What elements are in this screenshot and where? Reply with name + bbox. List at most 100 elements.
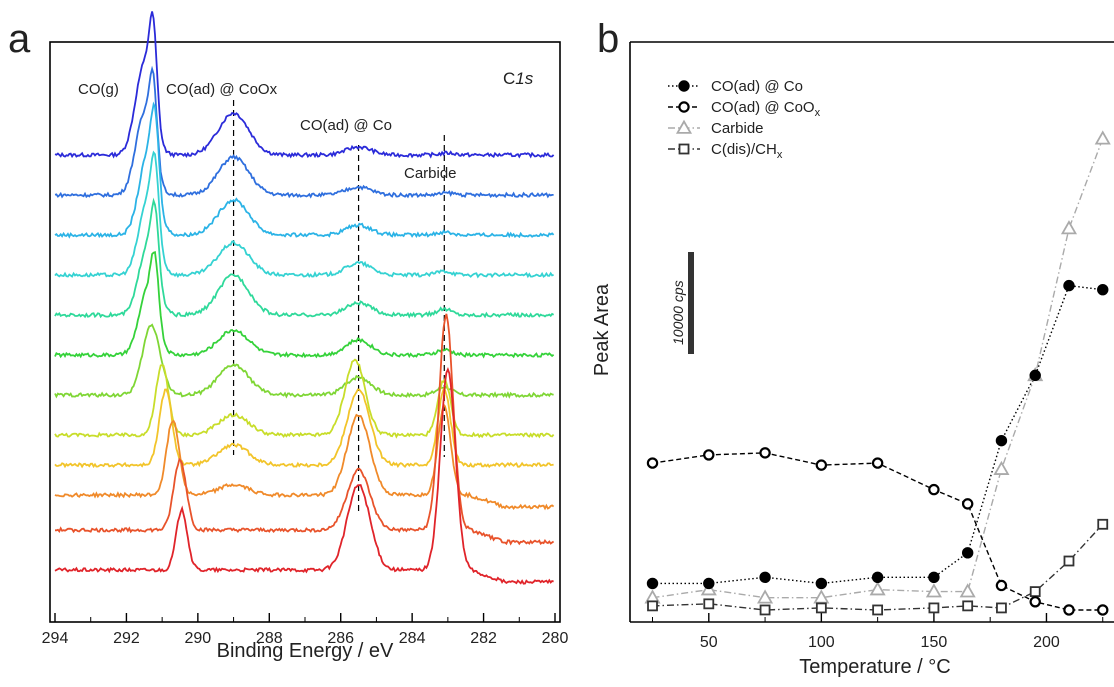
data-point (925, 583, 942, 598)
series-markers (644, 130, 1111, 616)
panel-b-ylabel: Peak Area (591, 283, 613, 376)
tick-label: 294 (42, 630, 69, 647)
reference-lines (232, 100, 445, 512)
data-point (759, 604, 771, 616)
c1s-italic: 1s (515, 69, 533, 88)
series-line (652, 284, 1103, 585)
scale-bar-label: 10000 cps (670, 280, 686, 345)
annotation-co-gas: CO(g) (78, 81, 119, 98)
panel-b-xlabel: Temperature / °C (799, 656, 950, 678)
data-point (928, 571, 940, 584)
legend-label: CO(ad) @ CoOx (711, 99, 821, 119)
panel-a-xlabel: Binding Energy / eV (217, 640, 394, 662)
data-point (646, 577, 659, 590)
tick-label: 290 (185, 630, 212, 647)
data-point (1029, 369, 1041, 382)
spectrum-curve (54, 358, 555, 439)
tick-label: 100 (808, 634, 835, 651)
data-point (962, 600, 974, 612)
spectrum-curve (54, 65, 554, 199)
x-axis-ticks: 50 100 150 200 (652, 613, 1104, 651)
tick-label: 50 (700, 634, 718, 651)
spectrum-curve (54, 150, 554, 279)
panel-a-xps-spectra: a 294 292 290 288 286 284 282 280 Binding Energ… (8, 11, 568, 662)
tick-label: 292 (113, 630, 140, 647)
data-point (759, 571, 771, 584)
spectrum-curve (54, 101, 555, 239)
data-point (815, 577, 828, 590)
annotation-carbide: Carbide (404, 165, 457, 182)
legend-label: CO(ad) @ Co (711, 78, 803, 95)
data-point (1097, 604, 1109, 616)
c1s-label: C1s (503, 69, 534, 88)
legend-label-subscript: x (815, 107, 821, 119)
legend-label: C(dis)/CHx (711, 141, 783, 161)
panel-a-label: a (8, 17, 31, 61)
data-point (1060, 220, 1078, 235)
legend-label-subscript: x (777, 149, 783, 161)
x-axis-ticks: 294 292 290 288 286 284 282 280 (42, 613, 569, 647)
data-point (928, 483, 940, 496)
data-point (871, 457, 884, 469)
spectra (54, 11, 555, 585)
legend-label-main: CO(ad) @ CoO (711, 99, 815, 116)
spectrum-curve (54, 402, 555, 511)
data-point (871, 571, 884, 584)
data-point (959, 583, 976, 598)
data-point (995, 579, 1008, 592)
tick-label: 284 (399, 630, 426, 647)
data-point (815, 602, 827, 614)
spectrum-curve (54, 366, 554, 585)
data-point (1029, 596, 1041, 608)
tick-label: 288 (256, 630, 283, 647)
legend-label-main: CO(ad) @ Co (711, 78, 803, 95)
data-point (815, 459, 828, 471)
data-point (872, 604, 884, 616)
data-point (759, 447, 771, 459)
legend-marker (678, 101, 690, 113)
data-point (1029, 586, 1041, 597)
legend-label-main: C(dis)/CH (711, 141, 777, 158)
data-point (646, 457, 659, 469)
panel-b-peak-area: b 50 100 150 200 10000 cps Peak Area Temper… (591, 17, 1114, 678)
annotation-co-coox: CO(ad) @ CoOx (166, 81, 278, 98)
data-point (703, 449, 715, 461)
data-point (1094, 130, 1111, 145)
data-point (1063, 279, 1075, 292)
panel-b-label: b (597, 17, 619, 61)
data-point (757, 589, 774, 604)
legend-label: Carbide (711, 120, 764, 137)
tick-label: 150 (921, 634, 948, 651)
legend-marker (678, 143, 690, 155)
data-point (703, 598, 715, 610)
annotation-co-co: CO(ad) @ Co (300, 117, 392, 134)
data-point (869, 581, 886, 596)
spectrum-curve (54, 387, 554, 469)
legend-label-main: Carbide (711, 120, 764, 137)
legend-marker (675, 119, 693, 134)
data-point (928, 602, 940, 614)
data-point (995, 434, 1008, 447)
data-point (961, 547, 974, 559)
spectrum-curve (54, 197, 555, 319)
data-point (1063, 604, 1075, 616)
data-point (961, 498, 974, 510)
legend-marker (678, 80, 690, 92)
spectrum-curve (54, 11, 555, 159)
spectrum-curve (54, 323, 554, 399)
spectrum-curve (55, 313, 555, 546)
tick-label: 280 (542, 630, 569, 647)
data-point (1097, 518, 1109, 530)
tick-label: 286 (327, 630, 354, 647)
data-point (996, 602, 1007, 614)
data-point (647, 600, 658, 612)
data-point (703, 577, 715, 590)
data-point (993, 460, 1010, 475)
c1s-main: C (503, 69, 515, 88)
spectrum-curve (54, 250, 555, 359)
tick-label: 200 (1033, 634, 1060, 651)
data-point (1063, 555, 1075, 567)
tick-label: 282 (470, 630, 497, 647)
